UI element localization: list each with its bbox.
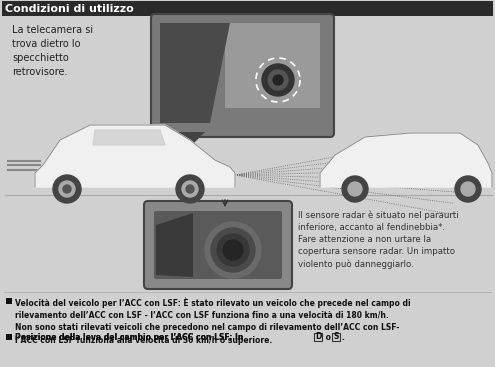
- Polygon shape: [35, 125, 235, 187]
- Circle shape: [268, 70, 288, 90]
- Circle shape: [176, 175, 204, 203]
- Polygon shape: [160, 23, 230, 123]
- Circle shape: [455, 176, 481, 202]
- Bar: [332, 333, 340, 341]
- Text: Posizione della leva del cambio per l’ACC con LSF: In: Posizione della leva del cambio per l’AC…: [15, 333, 246, 342]
- Text: Velocità del veicolo per l’ACC con LSF: È stato rilevato un veicolo che precede : Velocità del veicolo per l’ACC con LSF: …: [15, 297, 411, 345]
- Bar: [2, 1, 493, 16]
- Text: S: S: [333, 332, 339, 341]
- Text: D: D: [315, 332, 321, 341]
- Bar: [314, 333, 322, 341]
- Text: o: o: [323, 333, 334, 342]
- FancyBboxPatch shape: [154, 211, 282, 279]
- Circle shape: [53, 175, 81, 203]
- Circle shape: [342, 176, 368, 202]
- Polygon shape: [320, 133, 492, 187]
- Text: Posizione della leva del cambio per l’ACC con LSF: In: Posizione della leva del cambio per l’AC…: [15, 333, 246, 342]
- Circle shape: [223, 240, 243, 260]
- Circle shape: [186, 185, 194, 193]
- Circle shape: [273, 75, 283, 85]
- Text: .: .: [341, 333, 344, 342]
- Polygon shape: [93, 130, 165, 145]
- Circle shape: [59, 181, 75, 197]
- Bar: [6, 298, 12, 304]
- Circle shape: [461, 182, 475, 196]
- Text: La telecamera si
trova dietro lo
specchietto
retrovisore.: La telecamera si trova dietro lo specchi…: [12, 25, 93, 77]
- FancyBboxPatch shape: [151, 14, 334, 137]
- Circle shape: [217, 234, 249, 266]
- Text: Condizioni di utilizzo: Condizioni di utilizzo: [5, 4, 134, 14]
- Polygon shape: [156, 213, 193, 277]
- Text: Il sensore radar è situato nel paraurti
inferiore, accanto al fendinebbia*.
Fare: Il sensore radar è situato nel paraurti …: [298, 210, 459, 269]
- Bar: [225, 23, 320, 108]
- FancyBboxPatch shape: [144, 201, 292, 289]
- Circle shape: [348, 182, 362, 196]
- Circle shape: [63, 185, 71, 193]
- Circle shape: [182, 181, 198, 197]
- Bar: [6, 334, 12, 340]
- Circle shape: [205, 222, 261, 278]
- Circle shape: [262, 64, 294, 96]
- Polygon shape: [175, 132, 205, 147]
- Circle shape: [211, 228, 255, 272]
